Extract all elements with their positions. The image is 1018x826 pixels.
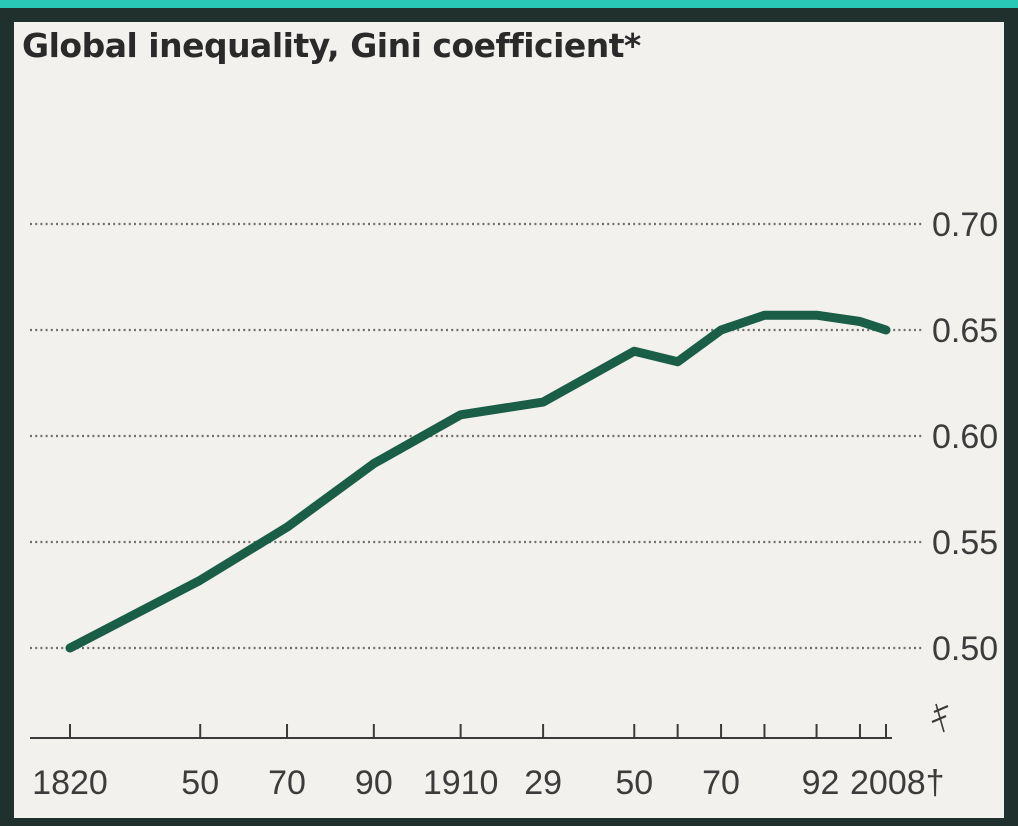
x-tick-label: 90 [355,764,393,802]
top-accent-bar [0,0,1018,8]
x-tick-label: 2008† [850,764,945,802]
x-tick-label: 1910 [423,764,499,802]
x-tick-label: 92 [802,764,840,802]
x-tick-label: 50 [615,764,653,802]
axis-break-icon [931,703,949,733]
x-tick-label: 29 [524,764,562,802]
axis-break-stroke [931,704,949,724]
series-layer [65,310,891,653]
axis-break-stroke [935,703,945,733]
x-tick-label: 70 [268,764,306,802]
x-tick-label: 50 [181,764,219,802]
y-tick-label: 0.55 [932,524,998,562]
y-tick-label: 0.50 [932,630,998,668]
series-line [65,310,891,653]
x-tick-label: 70 [702,764,740,802]
gridlines [30,222,924,650]
y-tick-label: 0.65 [932,312,998,350]
y-tick-label: 0.60 [932,418,998,456]
chart-title: Global inequality, Gini coefficient* [22,26,641,65]
chart-panel [14,22,1004,818]
y-tick-label: 0.70 [932,206,998,244]
y-axis-labels: 0.70 0.65 0.60 0.55 0.50 [932,206,998,668]
x-axis: 1820 50 70 90 1910 29 50 70 92 2008† [30,703,949,802]
x-tick-label: 1820 [32,764,108,802]
